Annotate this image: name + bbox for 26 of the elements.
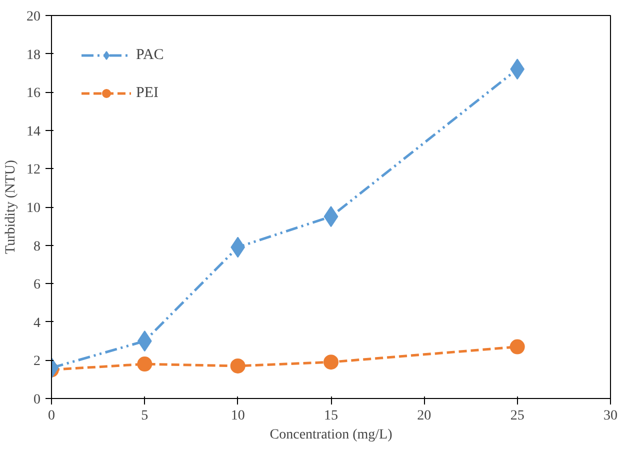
y-tick-label: 0 [34, 392, 40, 408]
y-tick-label: 10 [26, 201, 40, 216]
y-tick-label: 20 [26, 10, 40, 24]
y-tick-label: 2 [34, 354, 40, 370]
point [230, 358, 246, 374]
x-tick-label: 30 [604, 408, 618, 424]
point [137, 356, 152, 372]
x-tick-label: 15 [324, 408, 338, 424]
x-tick-label: 25 [510, 408, 524, 424]
y-tick-label: 4 [34, 316, 40, 331]
y-tick-label: 6 [34, 278, 40, 293]
x-tick-label: 20 [417, 408, 432, 424]
legend-label: PAC [136, 46, 164, 64]
point [324, 354, 338, 370]
y-tick-label: 12 [26, 162, 40, 178]
y-tick-label: 8 [34, 239, 40, 254]
point [510, 339, 525, 354]
y-axis-title: Turbidity (NTU) [4, 160, 18, 254]
x-tick-label: 0 [48, 408, 55, 424]
x-tick-label: 5 [141, 408, 148, 424]
x-axis-title: Concentration (mg/L) [270, 428, 393, 442]
y-tick-label: 14 [26, 124, 40, 140]
legend-label: PEI [136, 84, 158, 102]
y-tick-label: 16 [26, 86, 40, 102]
y-tick-label: 18 [26, 48, 40, 63]
x-tick-label: 10 [230, 408, 245, 424]
